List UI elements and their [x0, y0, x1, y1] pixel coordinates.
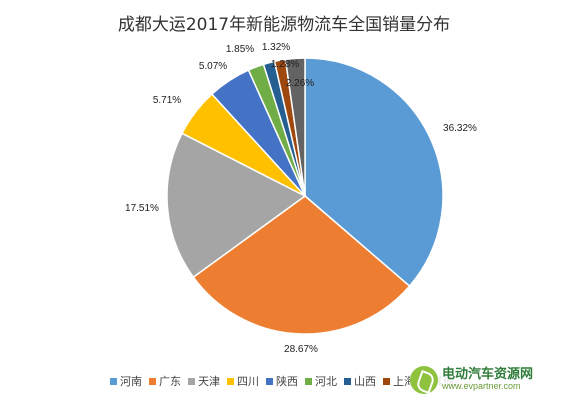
legend-item-2: 广东: [149, 373, 181, 389]
legend-label-4: 四川: [237, 375, 259, 388]
chart-title: 成都大运2017年新能源物流车全国销量分布: [117, 15, 451, 35]
data-label-3: 17.51%: [125, 203, 159, 214]
legend-label-6: 河北: [315, 375, 337, 388]
legend-swatch-2: [149, 377, 156, 385]
data-label-2: 28.67%: [284, 344, 318, 355]
data-label-8: 1.28%: [271, 59, 299, 70]
pie-slice-3: [166, 132, 307, 279]
data-label-5: 5.07%: [199, 61, 227, 72]
data-label-1: 36.32%: [443, 123, 477, 134]
legend-item-4: 四川: [227, 373, 259, 389]
watermark: 电动汽车资源网 www.evpartner.com: [410, 365, 560, 395]
legend-swatch-3: [188, 377, 195, 385]
legend: 河南广东天津四川陕西河北山西上海其他: [110, 372, 461, 390]
legend-swatch-8: [383, 377, 390, 385]
pie-slice-1: [304, 57, 444, 288]
legend-swatch-7: [344, 377, 351, 385]
legend-swatch-1: [110, 377, 117, 385]
pie-slice-9: [284, 57, 306, 197]
watermark-name: 电动汽车资源网: [442, 366, 534, 382]
leaf-logo-icon: [410, 366, 438, 394]
data-label-4: 5.71%: [153, 95, 181, 106]
legend-label-1: 河南: [120, 375, 142, 388]
data-label-9: 2.26%: [286, 78, 314, 89]
legend-label-2: 广东: [159, 375, 181, 388]
legend-item-5: 陕西: [266, 373, 298, 389]
data-label-7: 1.32%: [262, 42, 290, 53]
legend-item-7: 山西: [344, 373, 376, 389]
legend-swatch-6: [305, 377, 312, 385]
legend-label-3: 天津: [198, 375, 220, 388]
data-label-6: 1.85%: [226, 44, 254, 55]
pie-slice-2: [192, 195, 411, 335]
legend-label-7: 山西: [354, 375, 376, 388]
legend-item-6: 河北: [305, 373, 337, 389]
legend-swatch-4: [227, 377, 234, 385]
legend-swatch-5: [266, 377, 273, 385]
legend-item-3: 天津: [188, 373, 220, 389]
legend-label-5: 陕西: [276, 375, 298, 388]
legend-item-1: 河南: [110, 373, 142, 389]
watermark-url: www.evpartner.com: [442, 381, 521, 392]
